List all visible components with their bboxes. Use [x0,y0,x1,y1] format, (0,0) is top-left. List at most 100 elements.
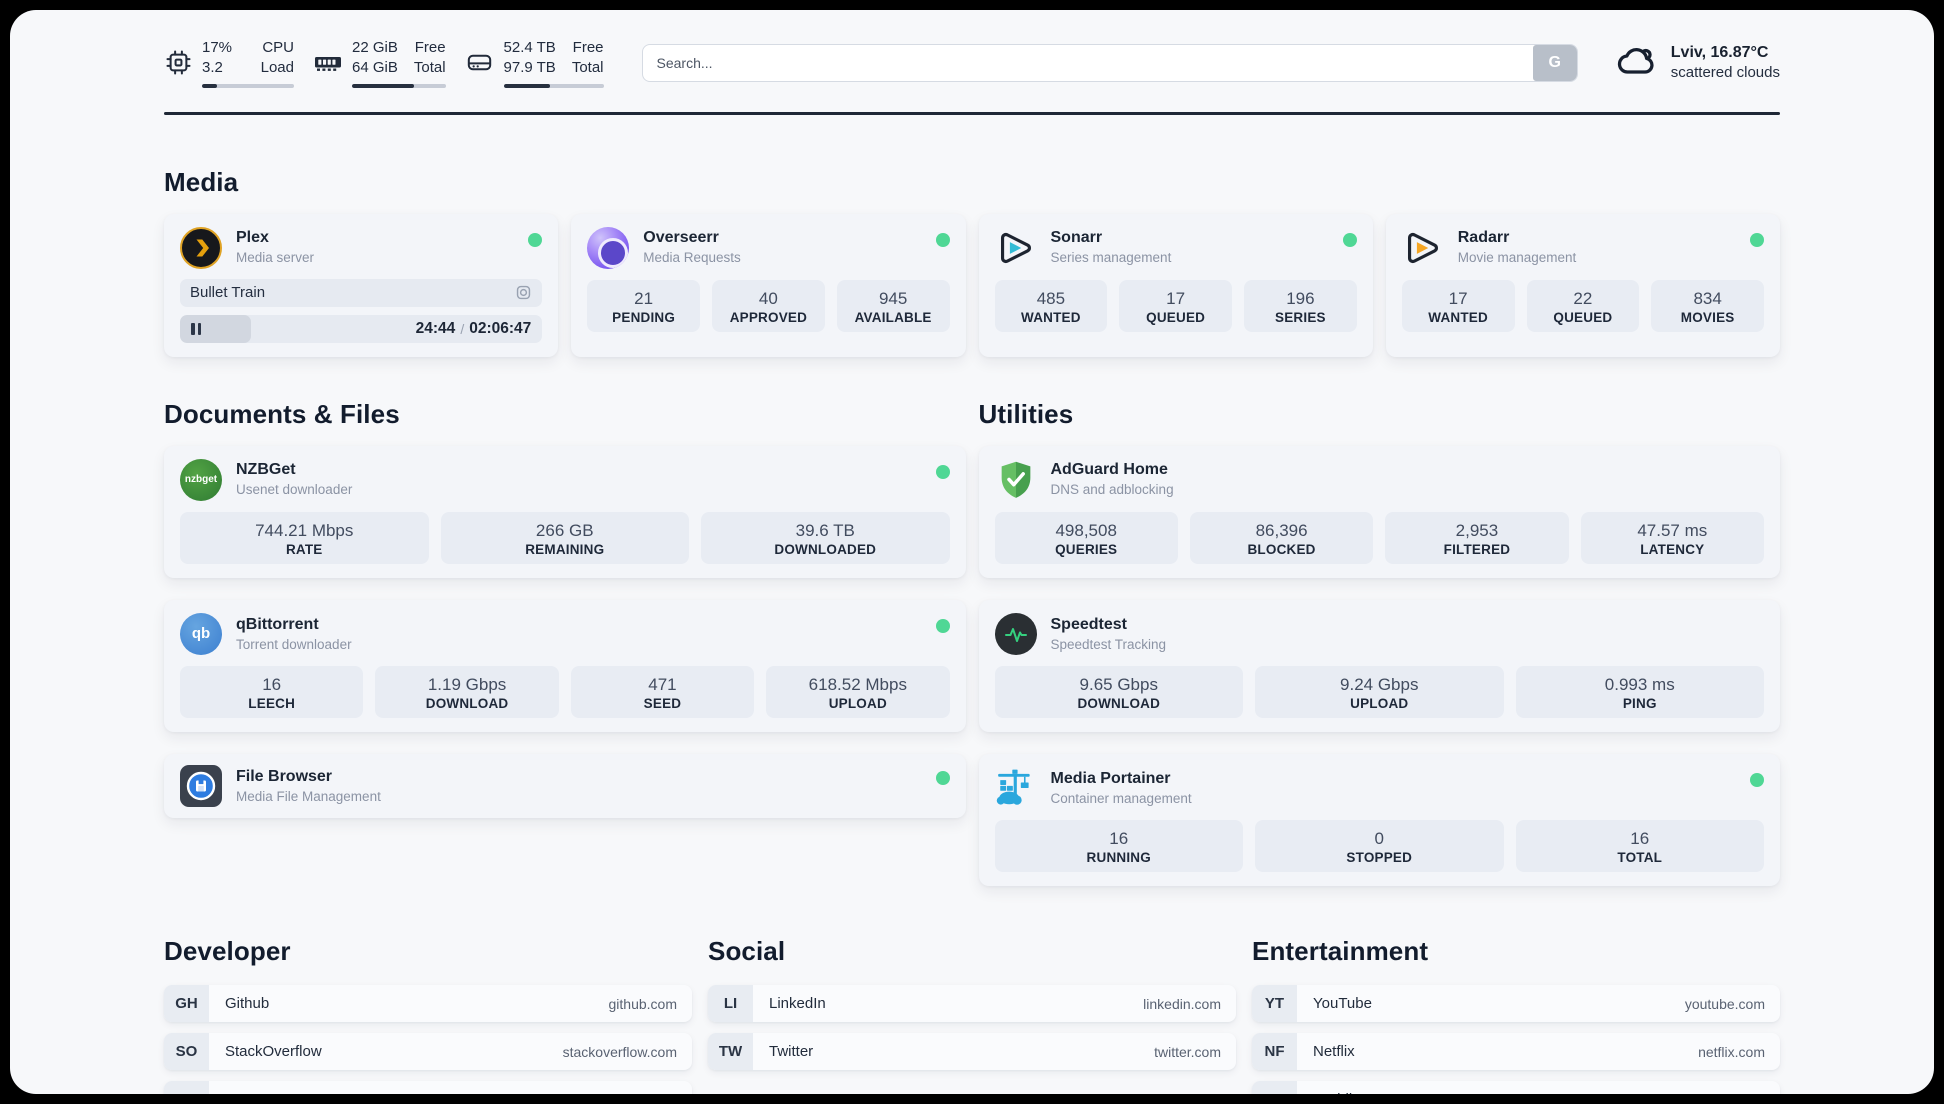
expand-modal-icon[interactable] [515,284,532,301]
link-abbreviation: LI [708,985,753,1023]
stat-box-rate: 744.21 Mbps RATE [180,511,429,564]
stat-label: FILTERED [1443,541,1511,557]
overseerr-icon [587,226,630,269]
section-title-developer: Developer [164,936,291,967]
ram-progress-bar [352,83,446,88]
link-name: Github [225,995,270,1013]
ram-icon [314,49,342,77]
elapsed-time: 24:44 [415,319,456,337]
stat-label: SERIES [1275,309,1326,325]
stat-box-queued: 22 QUEUED [1526,279,1640,332]
status-online-dot [935,232,950,247]
stat-label: RUNNING [1086,850,1151,866]
now-playing-row: Bullet Train [180,278,543,307]
pause-icon[interactable] [191,322,201,335]
link-row-twitter[interactable]: TW Twitter twitter.com [708,1033,1236,1071]
ram-progress-fill [352,83,414,88]
disk-stat: 52.4 TB 97.9 TB Free Total [466,38,604,88]
link-row-linkedin[interactable]: LI LinkedIn linkedin.com [708,985,1236,1023]
stat-box-approved: 40 APPROVED [712,279,825,332]
now-playing-title: Bullet Train [190,284,266,301]
app-name: File Browser [236,767,333,785]
stat-label: UPLOAD [1350,696,1409,711]
status-online-dot [528,232,543,247]
stat-label: DOWNLOADED [774,541,877,557]
stat-value: 485 [1036,288,1066,308]
stat-box-leech: 16 LEECH [180,665,364,718]
load-label: Load [260,59,294,77]
app-card-overseerr[interactable]: Overseerr Media Requests 21 PENDING 40 A… [571,213,966,357]
stat-value: 0.993 ms [1604,674,1675,694]
link-row-dev[interactable]: DT DEV dev.to [164,1081,692,1094]
section-social: Social LI LinkedIn linkedin.com TW Twitt… [708,936,1236,1094]
app-card-nzbget[interactable]: nzbget NZBGet Usenet downloader 744.21 M… [164,445,966,578]
section-title-utilities: Utilities [978,398,1074,429]
stat-box-blocked: 86,396 BLOCKED [1189,511,1374,564]
stat-box-download: 9.65 Gbps DOWNLOAD [994,665,1243,718]
stat-box-running: 16 RUNNING [994,820,1243,873]
nzbget-icon: nzbget [180,458,222,501]
cloud-icon [1616,42,1658,83]
link-abbreviation: NF [1252,1033,1297,1071]
weather-widget: Lviv, 16.87°C scattered clouds [1616,42,1780,83]
stat-box-wanted: 17 WANTED [1401,279,1515,332]
cpu-icon [164,49,192,77]
app-name: Sonarr [1050,229,1103,247]
qbittorrent-icon-text: qb [191,625,211,643]
link-url: youtube.com [1684,995,1765,1012]
link-row-youtube[interactable]: YT YouTube youtube.com [1252,985,1780,1023]
app-card-adguard[interactable]: AdGuard Home DNS and adblocking 498,508 … [978,445,1780,578]
app-description: Usenet downloader [236,482,353,498]
app-card-qbittorrent[interactable]: qb qBittorrent Torrent downloader 16 LEE… [164,599,966,732]
stat-label: QUEUED [1553,309,1613,325]
link-row-stackoverflow[interactable]: SO StackOverflow stackoverflow.com [164,1033,692,1071]
app-card-speedtest[interactable]: Speedtest Speedtest Tracking 9.65 Gbps D… [978,599,1780,732]
link-name: LinkedIn [769,995,826,1013]
stat-label: LEECH [248,696,296,711]
app-card-plex[interactable]: Plex Media server Bullet Train [164,213,559,357]
speedtest-icon [994,612,1037,655]
stat-value: 47.57 ms [1637,520,1708,540]
stat-value: 22 [1573,288,1593,308]
search-engine-button[interactable]: G [1532,44,1577,81]
stat-value: 17 [1166,288,1186,308]
link-name: DEV [225,1091,256,1094]
status-online-dot [935,464,950,479]
app-card-filebrowser[interactable]: File Browser Media File Management [164,754,966,818]
stat-box-movies: 834 MOVIES [1651,279,1764,332]
link-row-github[interactable]: GH Github github.com [164,985,692,1023]
section-title-documents: Documents & Files [164,398,400,429]
disk-free-value: 52.4 TB [503,39,556,56]
stat-label: WANTED [1428,309,1488,325]
stat-value: 9.65 Gbps [1079,674,1158,694]
stat-value: 16 [262,674,282,694]
stat-box-series: 196 SERIES [1244,279,1357,332]
link-abbreviation: TW [708,1033,753,1071]
link-name: Reddit [1313,1091,1356,1094]
sonarr-icon [995,227,1037,269]
link-url: dev.to [640,1092,677,1094]
stat-label: DOWNLOAD [1077,696,1161,711]
section-title-entertainment: Entertainment [1252,936,1429,967]
app-description: Container management [1050,790,1192,806]
app-description: Movie management [1457,250,1577,266]
link-name: Netflix [1313,1043,1355,1061]
link-row-reddit[interactable]: RE Reddit reddit.com [1252,1081,1780,1094]
stat-value: 1.19 Gbps [427,674,507,694]
ram-total-value: 64 GiB [352,59,398,77]
stat-label: QUERIES [1055,541,1118,557]
search-bar: G [641,43,1578,82]
stat-label: APPROVED [729,309,808,325]
app-card-portainer[interactable]: Media Portainer Container management 16 … [978,754,1780,887]
stat-value: 17 [1448,288,1468,308]
total-duration: 02:06:47 [469,319,532,337]
app-card-sonarr[interactable]: Sonarr Series management 485 WANTED 17 Q… [978,213,1373,357]
stat-box-latency: 47.57 ms LATENCY [1580,511,1764,564]
stat-value: 0 [1374,829,1384,848]
system-stats: 17% 3.2 CPU Load [164,38,604,88]
search-input[interactable] [641,43,1578,82]
section-entertainment: Entertainment YT YouTube youtube.com NF … [1252,936,1780,1094]
stat-value: 945 [878,288,908,308]
app-card-radarr[interactable]: Radarr Movie management 17 WANTED 22 QUE… [1385,213,1780,357]
link-row-netflix[interactable]: NF Netflix netflix.com [1252,1033,1780,1071]
